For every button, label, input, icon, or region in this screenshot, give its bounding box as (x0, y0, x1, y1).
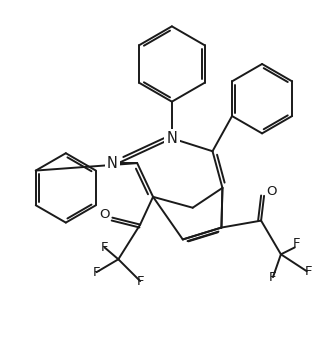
Text: F: F (305, 265, 313, 278)
Text: F: F (93, 266, 100, 279)
Text: N: N (107, 155, 118, 171)
Text: F: F (293, 237, 301, 250)
Text: F: F (269, 271, 277, 284)
Text: O: O (267, 185, 277, 198)
Text: F: F (136, 274, 144, 288)
Text: N: N (166, 131, 177, 146)
Text: F: F (101, 241, 108, 254)
Text: O: O (99, 208, 110, 221)
